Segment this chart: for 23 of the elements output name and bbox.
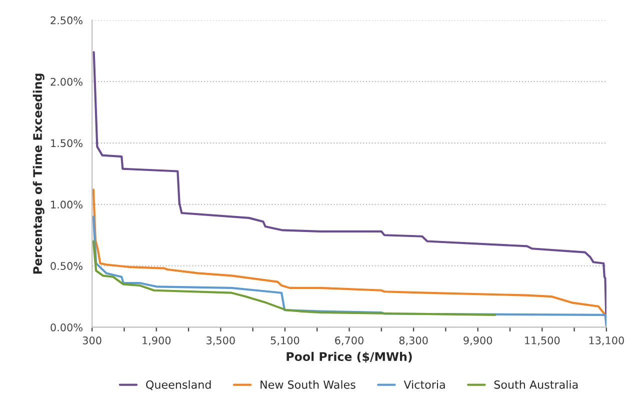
y-tick-label: 1.50% — [51, 139, 82, 148]
x-tick-label: 5,100 — [270, 336, 300, 346]
x-tick-label: 3,500 — [206, 336, 235, 346]
legend-label: Victoria — [404, 380, 445, 389]
line-series — [92, 240, 496, 316]
y-tick-label: 0.00% — [50, 323, 82, 332]
x-tick-label: 1,900 — [142, 336, 171, 346]
x-tick-label: 11,500 — [525, 336, 560, 346]
y-tick-label: 1.00% — [51, 200, 82, 209]
line-series — [92, 188, 606, 316]
x-tick-label: 9,900 — [464, 336, 492, 346]
x-tick-label: 6,700 — [335, 336, 364, 346]
y-axis-title: Percentage of Time Exceeding — [32, 74, 44, 274]
y-tick-label: 0.50% — [50, 262, 82, 270]
x-tick-label: 8,300 — [399, 336, 428, 346]
legend-label: New South Wales — [260, 380, 356, 389]
y-tick-label: 2.00% — [50, 78, 82, 86]
y-tick-label: 2.50% — [50, 16, 82, 24]
x-tick-label: 300 — [82, 336, 102, 344]
legend-label: Queensland — [146, 380, 211, 390]
legend-label: South Australia — [494, 380, 578, 389]
x-tick-label: 13,100 — [589, 336, 624, 346]
x-axis-title: Pool Price ($/MWh) — [286, 352, 412, 363]
